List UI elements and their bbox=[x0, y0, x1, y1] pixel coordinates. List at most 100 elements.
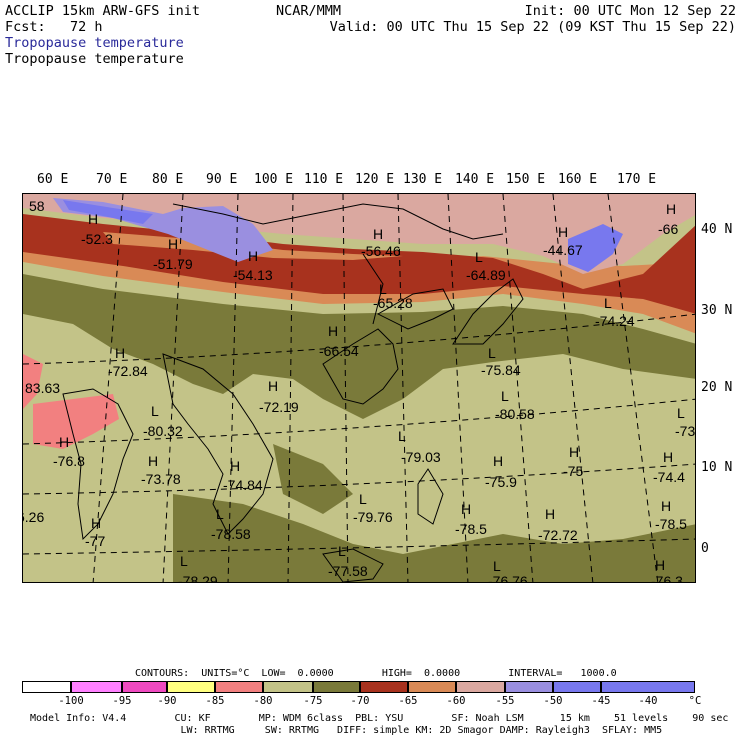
lon-label: 130 E bbox=[403, 172, 443, 187]
high-marker: H bbox=[663, 449, 673, 465]
high-marker: H bbox=[558, 224, 568, 240]
high-value: -75.9 bbox=[485, 474, 517, 490]
low-marker: L bbox=[359, 491, 367, 507]
high-value: -72.84 bbox=[108, 363, 148, 379]
lat-label: 0 bbox=[701, 541, 709, 556]
shade-fill bbox=[23, 354, 43, 409]
low-value: -76.76 bbox=[488, 573, 528, 583]
center-label: NCAR/MMM bbox=[276, 3, 342, 19]
model-info-line1: Model Info: V4.4 CU: KF MP: WDM 6class P… bbox=[30, 713, 729, 724]
low-marker: L bbox=[180, 553, 188, 569]
lon-label: 60 E bbox=[37, 172, 69, 187]
high-marker: H bbox=[268, 378, 278, 394]
shade-fill bbox=[23, 274, 695, 419]
high-marker: H bbox=[666, 201, 676, 217]
low-marker: L bbox=[604, 295, 612, 311]
lon-label: 80 E bbox=[152, 172, 184, 187]
lat-label: 10 N bbox=[701, 460, 733, 475]
low-value: -75.84 bbox=[481, 362, 521, 378]
high-value: -76.8 bbox=[53, 453, 85, 469]
high-marker: H bbox=[59, 434, 69, 450]
colorbar-tick: -40 bbox=[638, 695, 658, 707]
colorbar-swatch bbox=[71, 681, 122, 693]
low-value: -80.32 bbox=[143, 423, 183, 439]
low-value: -65.28 bbox=[373, 295, 413, 311]
lon-label: 160 E bbox=[558, 172, 598, 187]
low-value: -64.89 bbox=[466, 267, 506, 283]
shade-fill bbox=[173, 494, 695, 582]
low-value: -78.58 bbox=[211, 526, 251, 542]
field-title-primary: Tropopause temperature bbox=[5, 35, 184, 51]
low-value: -80.58 bbox=[495, 406, 535, 422]
high-value: -75 bbox=[563, 463, 583, 479]
colorbar-swatch bbox=[360, 681, 408, 693]
colorbar-tick: -95 bbox=[112, 695, 132, 707]
colorbar-swatch bbox=[215, 681, 263, 693]
colorbar-tick: -50 bbox=[543, 695, 563, 707]
low-marker: L bbox=[151, 403, 159, 419]
high-marker: H bbox=[328, 323, 338, 339]
colorbar-tick: -60 bbox=[446, 695, 466, 707]
low-value: -77.58 bbox=[328, 563, 368, 579]
high-marker: H bbox=[373, 226, 383, 242]
high-marker: H bbox=[493, 453, 503, 469]
shade-fill bbox=[568, 224, 623, 272]
high-marker: H bbox=[661, 498, 671, 514]
high-marker: H bbox=[88, 211, 98, 227]
init-time: Init: 00 UTC Mon 12 Sep 22 bbox=[524, 3, 736, 19]
colorbar-tick: -85 bbox=[205, 695, 225, 707]
high-value: -73.78 bbox=[141, 471, 181, 487]
high-marker: H bbox=[655, 557, 665, 573]
shade-fill bbox=[63, 200, 153, 224]
colorbar-swatch bbox=[456, 681, 505, 693]
lon-label: 140 E bbox=[455, 172, 495, 187]
colorbar-tick: -75 bbox=[303, 695, 323, 707]
colorbar-swatch bbox=[122, 681, 167, 693]
low-marker: L bbox=[379, 281, 387, 297]
high-marker: H bbox=[545, 506, 555, 522]
high-marker: H bbox=[148, 453, 158, 469]
high-value: -51.79 bbox=[153, 256, 193, 272]
high-value: -54.13 bbox=[233, 267, 273, 283]
high-value: -74.84 bbox=[223, 477, 263, 493]
edge-value: 6.26 bbox=[23, 509, 44, 525]
lon-label: 70 E bbox=[96, 172, 128, 187]
lat-label: 40 N bbox=[701, 222, 733, 237]
low-value: -73.4 bbox=[675, 423, 696, 439]
colorbar-tick: -65 bbox=[398, 695, 418, 707]
low-marker: L bbox=[216, 506, 224, 522]
high-value: -52.3 bbox=[81, 231, 113, 247]
high-marker: H bbox=[569, 444, 579, 460]
colorbar-tick: -90 bbox=[157, 695, 177, 707]
colorbar-unit: °C bbox=[688, 695, 702, 707]
lon-label: 100 E bbox=[254, 172, 294, 187]
forecast-hour: Fcst: 72 h bbox=[5, 19, 103, 35]
high-marker: H bbox=[168, 236, 178, 252]
high-value: -78.5 bbox=[455, 521, 487, 537]
high-value: -66 bbox=[658, 221, 678, 237]
high-marker: H bbox=[91, 515, 101, 531]
map-svg: H -52.3 H -51.79 H -54.13 H -56.46 H -44… bbox=[23, 194, 696, 583]
lon-label: 150 E bbox=[506, 172, 546, 187]
high-value: -56.46 bbox=[361, 243, 401, 259]
shade-fill bbox=[33, 394, 119, 449]
high-value: -72.19 bbox=[259, 399, 299, 415]
contours-info: CONTOURS: UNITS=°C LOW= 0.0000 HIGH= 0.0… bbox=[135, 668, 617, 679]
shade-fill bbox=[273, 444, 353, 514]
low-marker: L bbox=[475, 249, 483, 265]
high-value: -66.54 bbox=[319, 343, 359, 359]
colorbar-swatch bbox=[601, 681, 695, 693]
lon-label: 110 E bbox=[304, 172, 344, 187]
colorbar-tick: -100 bbox=[58, 695, 84, 707]
low-marker: L bbox=[338, 543, 346, 559]
colorbar-swatch bbox=[505, 681, 553, 693]
lon-label: 120 E bbox=[355, 172, 395, 187]
lat-label: 20 N bbox=[701, 380, 733, 395]
lon-label: 170 E bbox=[617, 172, 657, 187]
valid-time: Valid: 00 UTC Thu 15 Sep 22 (09 KST Thu … bbox=[329, 19, 736, 35]
high-marker: H bbox=[248, 248, 258, 264]
colorbar-tick: -45 bbox=[591, 695, 611, 707]
high-value: -72.72 bbox=[538, 527, 578, 543]
colorbar-swatch bbox=[22, 681, 71, 693]
field-title-secondary: Tropopause temperature bbox=[5, 51, 184, 67]
